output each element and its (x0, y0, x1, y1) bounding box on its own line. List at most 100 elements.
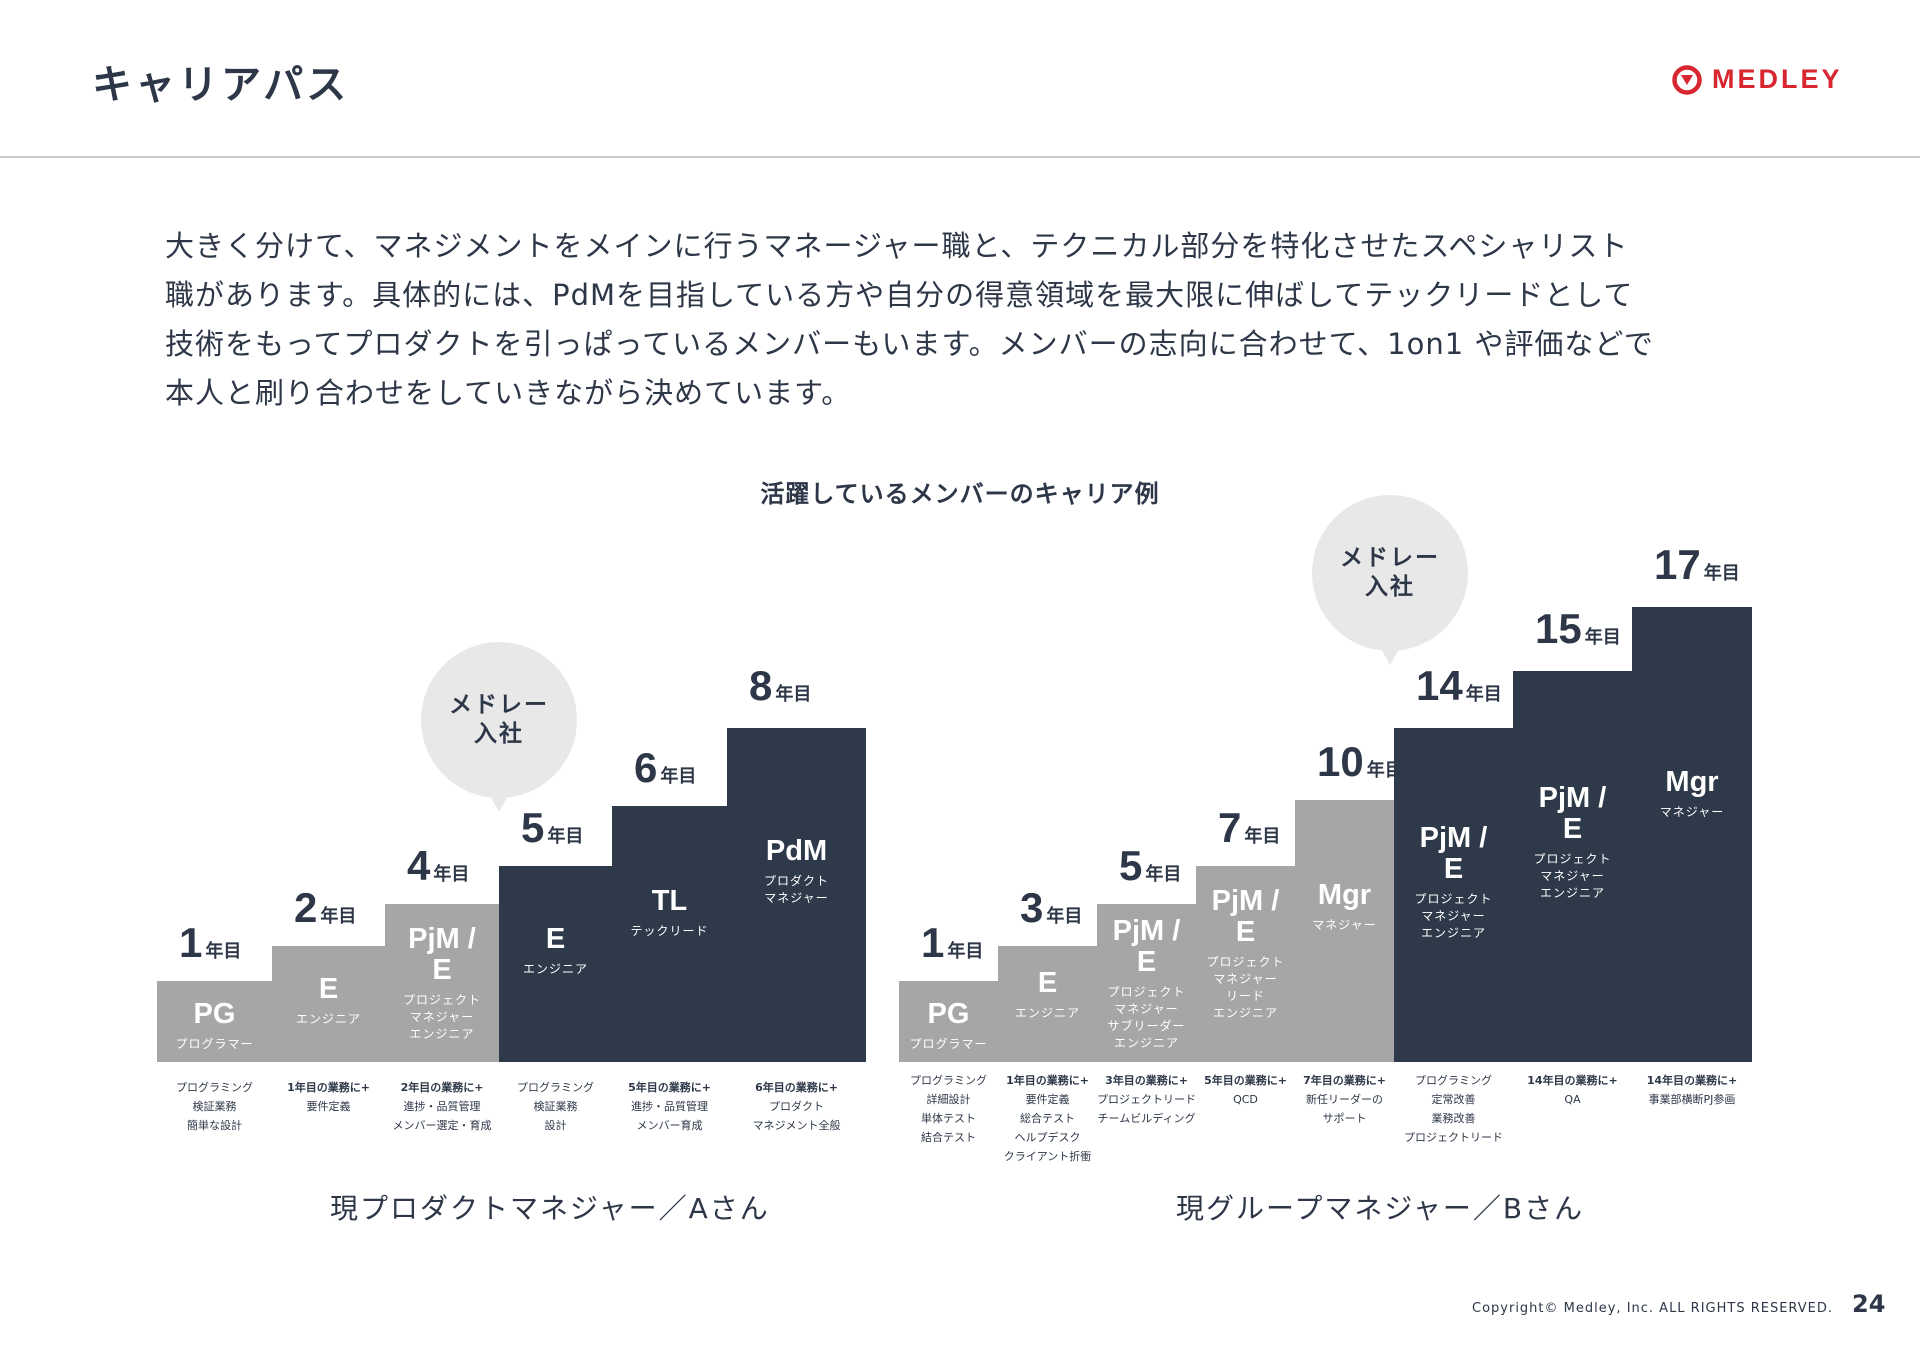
step-role-code-line: E (1562, 813, 1583, 845)
step-description-line: 14年目の業務に+ (1646, 1074, 1738, 1087)
step-role-name: プロジェクト マネジャー エンジニア (403, 992, 481, 1043)
step-role-code-line: E (1235, 916, 1256, 948)
step-role-name-line: サブリーダー (1107, 1019, 1186, 1033)
step-role-name-line: プログラマー (909, 1037, 988, 1051)
step-role-code-line: Mgr (1317, 879, 1372, 911)
join-bubble: メドレー 入社 (1312, 495, 1468, 651)
step-role-name: エンジニア (296, 1011, 361, 1028)
step-year-unit: 年目 (1145, 864, 1182, 885)
page-number: 24 (1852, 1290, 1886, 1318)
step-year-number: 14 (1416, 662, 1463, 709)
step-year-label: 5 年目 (521, 807, 584, 849)
step-year-number: 5 (1119, 842, 1143, 889)
step-description: プログラミング 詳細設計 単体テスト 結合テスト (899, 1071, 998, 1147)
step-description-line: 詳細設計 (926, 1093, 971, 1106)
step-role-name-line: マネジャー (1421, 909, 1486, 923)
step-description-line: 新任リーダーの (1306, 1093, 1383, 1106)
career-step: PG プログラマー (899, 981, 998, 1062)
career-caption: 現グループマネジャー／Bさん (1176, 1192, 1585, 1225)
career-step: E エンジニア (272, 946, 385, 1062)
step-role-name-line: エンジニア (1420, 926, 1486, 940)
step-year-label: 6 年目 (634, 744, 696, 791)
header-divider (0, 156, 1920, 158)
step-year-number: 2 (294, 884, 318, 931)
intro-line: 本人と刷り合わせをしていきながら決めています。 (165, 376, 852, 410)
intro-line: 職があります。具体的には、PdMを目指している方や自分の得意領域を最大限に伸ばし… (165, 278, 1634, 312)
career-step: E エンジニア (998, 946, 1097, 1062)
step-description-line: プログラミング (1415, 1074, 1492, 1087)
join-bubble-line: 入社 (1365, 574, 1415, 600)
step-year-label: 8 年目 (749, 665, 811, 707)
intro-paragraph: 大きく分けて、マネジメントをメインに行うマネージャー職と、テクニカル部分を特化さ… (165, 222, 1765, 418)
step-year-unit: 年目 (547, 826, 584, 847)
step-year-number: 6 (634, 744, 658, 791)
step-role-code: E (546, 924, 565, 955)
step-description: 6年目の業務に+ プロダクト マネジメント全般 (727, 1078, 866, 1135)
step-role-code-line: E (545, 923, 566, 955)
join-bubble: メドレー 入社 (421, 642, 577, 798)
step-role-name: エンジニア (523, 961, 588, 978)
step-description: 14年目の業務に+ 事業部横断PJ参画 (1632, 1071, 1752, 1109)
step-description-line: 進捗・品質管理 (631, 1100, 708, 1113)
step-description-line: サポート (1322, 1112, 1367, 1125)
intro-line: 大きく分けて、マネジメントをメインに行うマネージャー職と、テクニカル部分を特化さ… (165, 229, 1629, 263)
step-description: 1年目の業務に+ 要件定義 総合テスト ヘルプデスク クライアント折衝 (998, 1071, 1097, 1166)
step-role-name-line: マネジャー (1114, 1002, 1179, 1016)
step-role-name-line: マネジャー (1213, 972, 1278, 986)
career-step: PdM プロダクト マネジャー (727, 728, 866, 1062)
step-description-line: 設計 (544, 1119, 567, 1132)
step-role-code-line: PdM (765, 835, 828, 867)
step-description-line: ヘルプデスク (1014, 1131, 1081, 1144)
step-description-line: 事業部横断PJ参画 (1648, 1093, 1736, 1106)
step-year-unit: 年目 (205, 941, 242, 962)
step-description-line: 業務改善 (1431, 1112, 1476, 1125)
step-role-code-line: E (1136, 946, 1157, 978)
step-year-label: 3 年目 (1020, 887, 1082, 929)
step-role-name-line: プロジェクト (1533, 852, 1612, 866)
step-role-name-line: エンジニア (522, 962, 588, 976)
step-year-unit: 年目 (947, 941, 984, 962)
step-description-line: 14年目の業務に+ (1527, 1074, 1618, 1087)
step-role-code-line: Mgr (1665, 766, 1719, 798)
step-year-unit: 年目 (1465, 684, 1502, 705)
step-role-name-line: プログラマー (175, 1037, 254, 1051)
step-role-name: プロジェクト マネジャー リード エンジニア (1206, 954, 1284, 1022)
step-role-name: エンジニア (1015, 1005, 1080, 1022)
step-year-unit: 年目 (320, 906, 357, 927)
step-role-name-line: リード (1225, 989, 1265, 1003)
step-description: 1年目の業務に+ 要件定義 (272, 1078, 385, 1116)
step-description-line: 5年目の業務に+ (628, 1081, 711, 1094)
step-role-code: PdM (766, 836, 827, 867)
step-year-label: 17 年目 (1654, 541, 1740, 588)
join-bubble-text: メドレー 入社 (449, 691, 549, 749)
step-year-number: 17 (1654, 541, 1701, 588)
step-role-name: マネジャー (1660, 804, 1724, 821)
step-role-name: マネジャー (1312, 917, 1376, 934)
step-description: プログラミング 検証業務 簡単な設計 (157, 1078, 272, 1135)
step-role-code: E (1038, 968, 1057, 999)
step-description-line: 6年目の業務に+ (755, 1081, 838, 1094)
brand-name: MEDLEY (1712, 64, 1843, 94)
step-year-unit: 年目 (1584, 627, 1621, 648)
join-bubble-line: 入社 (474, 721, 524, 747)
step-description-line: チームビルディング (1097, 1112, 1196, 1125)
step-description: プログラミング 定常改善 業務改善 プロジェクトリード (1394, 1071, 1513, 1147)
step-role-name: プロジェクト マネジャー エンジニア (1533, 851, 1611, 902)
career-step: PG プログラマー (157, 981, 272, 1062)
step-description-line: 1年目の業務に+ (287, 1081, 370, 1094)
step-description-line: プログラミング (517, 1081, 594, 1094)
step-role-name-line: プロダクト (763, 874, 829, 888)
career-step: PjM / E プロジェクト マネジャー リード エンジニア (1196, 866, 1295, 1062)
step-role-code: PjM / E (408, 924, 476, 986)
step-description-line: プロジェクトリード (1097, 1093, 1196, 1106)
step-year-label: 2 年目 (294, 884, 357, 931)
step-role-name-line: マネジャー (1312, 918, 1377, 932)
career-step: E エンジニア (499, 866, 612, 1062)
step-description: 14年目の業務に+ QA (1513, 1071, 1632, 1109)
step-role-code-line: PjM / (1538, 782, 1607, 814)
step-description-line: 結合テスト (921, 1131, 976, 1144)
step-description-line: 2年目の業務に+ (400, 1081, 484, 1094)
step-year-label: 1 年目 (921, 922, 984, 964)
page-title: キャリアパス (92, 62, 350, 108)
